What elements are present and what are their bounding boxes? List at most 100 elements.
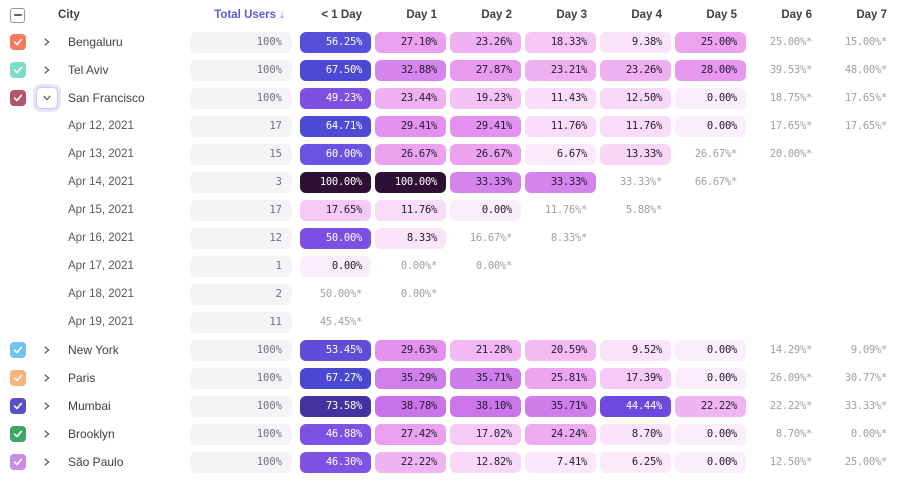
checkmark-icon: [13, 430, 23, 438]
retention-value-pill: 50.00%: [300, 227, 371, 249]
cohort-date-label: Apr 14, 2021: [68, 176, 134, 188]
retention-value-pill: 13.33%: [600, 143, 671, 165]
retention-value-pill: 23.26%: [450, 31, 521, 53]
expand-chevron-right-icon[interactable]: [37, 396, 57, 416]
retention-value-pill: 38.10%: [450, 395, 521, 417]
column-header-day-7[interactable]: Day 7: [856, 9, 887, 21]
row-checkbox[interactable]: [10, 454, 26, 470]
retention-value-pill: 38.78%: [375, 395, 446, 417]
empty-cell: [821, 256, 896, 277]
table-row-date: Apr 12, 2021 17 64.71% 29.41% 29.41% 11.76% 11…: [10, 112, 920, 140]
retention-value-estimated: 33.33%*: [844, 400, 887, 412]
retention-value-pill: 23.26%: [600, 59, 671, 81]
retention-value-pill: 19.23%: [450, 87, 521, 109]
total-users-value: 100%: [190, 395, 292, 417]
column-header-city[interactable]: City: [58, 9, 80, 21]
collapse-chevron-down-icon[interactable]: [36, 87, 58, 109]
cohort-date-label: Apr 18, 2021: [68, 288, 134, 300]
empty-cell: [821, 312, 896, 333]
city-label: Paris: [68, 371, 96, 385]
retention-value-pill: 0.00%: [675, 451, 746, 473]
empty-cell: [596, 312, 671, 333]
checkmark-icon: [13, 94, 23, 102]
row-checkbox[interactable]: [10, 370, 26, 386]
retention-value-pill: 49.23%: [300, 87, 371, 109]
expand-chevron-right-icon[interactable]: [37, 452, 57, 472]
retention-value-estimated: 8.70%*: [775, 428, 812, 440]
retention-value-pill: 23.21%: [525, 59, 596, 81]
retention-value-estimated: 5.88%*: [625, 204, 662, 216]
column-header-1-day[interactable]: < 1 Day: [321, 9, 362, 21]
row-checkbox[interactable]: [10, 90, 26, 106]
table-row-city: San Francisco 100% 49.23% 23.44% 19.23% 11.43…: [10, 84, 920, 112]
retention-value-estimated: 30.77%*: [844, 372, 887, 384]
row-checkbox[interactable]: [10, 34, 26, 50]
cohort-date-label: Apr 17, 2021: [68, 260, 134, 272]
column-header-day-6[interactable]: Day 6: [781, 9, 812, 21]
column-header-day-2[interactable]: Day 2: [481, 9, 512, 21]
table-row-date: Apr 13, 2021 15 60.00% 26.67% 26.67% 6.67% 13.…: [10, 140, 920, 168]
empty-cell: [446, 312, 521, 333]
expand-chevron-right-icon[interactable]: [37, 424, 57, 444]
table-row-city: Tel Aviv 100% 67.50% 32.88% 27.87% 23.21% 23.2…: [10, 56, 920, 84]
retention-value-estimated: 15.00%*: [844, 36, 887, 48]
retention-value-estimated: 17.65%*: [844, 92, 887, 104]
retention-value-pill: 9.38%: [600, 31, 671, 53]
retention-value-estimated: 26.09%*: [769, 372, 812, 384]
row-checkbox[interactable]: [10, 62, 26, 78]
retention-value-estimated: 25.00%*: [844, 456, 887, 468]
checkmark-icon: [13, 66, 23, 74]
city-label: Bengaluru: [68, 35, 123, 49]
expand-chevron-right-icon[interactable]: [37, 32, 57, 52]
table-row-city: New York 100% 53.45% 29.63% 21.28% 20.59% 9.52…: [10, 336, 920, 364]
column-header-day-5[interactable]: Day 5: [706, 9, 737, 21]
empty-cell: [596, 228, 671, 249]
row-checkbox[interactable]: [10, 342, 26, 358]
retention-value-estimated: 18.75%*: [769, 92, 812, 104]
empty-cell: [821, 144, 896, 165]
retention-value-pill: 44.44%: [600, 395, 671, 417]
column-header-day-4[interactable]: Day 4: [631, 9, 662, 21]
retention-value-estimated: 22.22%*: [769, 400, 812, 412]
row-checkbox[interactable]: [10, 398, 26, 414]
retention-value-pill: 0.00%: [675, 367, 746, 389]
expand-chevron-right-icon[interactable]: [37, 340, 57, 360]
retention-value-pill: 20.59%: [525, 339, 596, 361]
city-label: São Paulo: [68, 455, 124, 469]
empty-cell: [671, 256, 746, 277]
empty-cell: [521, 312, 596, 333]
column-header-day-1[interactable]: Day 1: [406, 9, 437, 21]
column-header-total-users[interactable]: Total Users ↓: [214, 9, 285, 21]
expand-chevron-right-icon[interactable]: [37, 368, 57, 388]
retention-value-pill: 25.81%: [525, 367, 596, 389]
checkmark-icon: [13, 38, 23, 46]
retention-value-estimated: 8.33%*: [550, 232, 587, 244]
table-row-date: Apr 14, 2021 3 100.00% 100.00% 33.33% 33.33% 3…: [10, 168, 920, 196]
retention-value-pill: 56.25%: [300, 31, 371, 53]
retention-value-pill: 23.44%: [375, 87, 446, 109]
retention-value-pill: 18.33%: [525, 31, 596, 53]
table-row-date: Apr 19, 2021 11 45.45%*: [10, 308, 920, 336]
select-all-checkbox[interactable]: [10, 7, 25, 23]
retention-value-pill: 28.00%: [675, 59, 746, 81]
expand-chevron-right-icon[interactable]: [37, 60, 57, 80]
cohort-date-label: Apr 19, 2021: [68, 316, 134, 328]
retention-value-pill: 46.30%: [300, 451, 371, 473]
retention-value-pill: 9.52%: [600, 339, 671, 361]
retention-value-estimated: 33.33%*: [619, 176, 662, 188]
retention-value-pill: 12.50%: [600, 87, 671, 109]
retention-value-pill: 17.02%: [450, 423, 521, 445]
row-checkbox[interactable]: [10, 426, 26, 442]
retention-value-pill: 0.00%: [675, 339, 746, 361]
retention-value-pill: 32.88%: [375, 59, 446, 81]
total-users-value: 1: [190, 255, 292, 277]
retention-value-pill: 67.50%: [300, 59, 371, 81]
empty-cell: [746, 256, 821, 277]
total-users-value: 17: [190, 199, 292, 221]
retention-value-pill: 33.33%: [450, 171, 521, 193]
empty-cell: [746, 200, 821, 221]
retention-value-pill: 0.00%: [675, 115, 746, 137]
retention-value-estimated: 17.65%*: [844, 120, 887, 132]
column-header-day-3[interactable]: Day 3: [556, 9, 587, 21]
